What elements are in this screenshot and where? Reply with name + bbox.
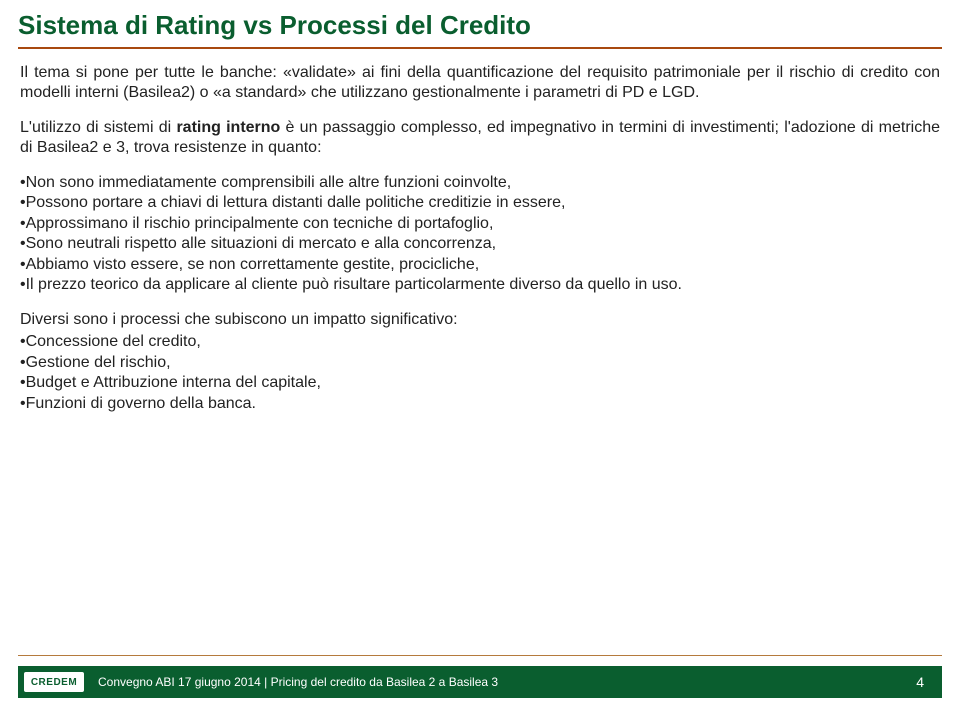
content-area: Il tema si pone per tutte le banche: «va…	[0, 63, 960, 414]
page-number: 4	[916, 674, 932, 690]
bullet-item: •Gestione del rischio,	[20, 353, 940, 373]
para2-bold: rating interno	[176, 119, 280, 136]
bullet-item: •Approssimano il rischio principalmente …	[20, 214, 940, 234]
bullet-item: •Abbiamo visto essere, se non correttame…	[20, 255, 940, 275]
para2-prefix: L'utilizzo di sistemi di	[20, 119, 176, 136]
paragraph-3: Diversi sono i processi che subiscono un…	[20, 310, 940, 330]
bullet-list-1: •Non sono immediatamente comprensibili a…	[20, 173, 940, 296]
slide-page: Sistema di Rating vs Processi del Credit…	[0, 0, 960, 715]
intro-paragraph: Il tema si pone per tutte le banche: «va…	[20, 63, 940, 104]
footer-bar: CREDEM Convegno ABI 17 giugno 2014 | Pri…	[18, 666, 942, 698]
title-divider	[18, 47, 942, 49]
bullet-item: •Il prezzo teorico da applicare al clien…	[20, 275, 940, 295]
bullet-item: •Funzioni di governo della banca.	[20, 394, 940, 414]
bullet-item: •Budget e Attribuzione interna del capit…	[20, 373, 940, 393]
bullet-item: •Possono portare a chiavi di lettura dis…	[20, 193, 940, 213]
logo: CREDEM	[24, 672, 84, 692]
bullet-item: •Sono neutrali rispetto alle situazioni …	[20, 234, 940, 254]
footer-text: Convegno ABI 17 giugno 2014 | Pricing de…	[98, 675, 916, 689]
footer: CREDEM Convegno ABI 17 giugno 2014 | Pri…	[0, 655, 960, 715]
footer-divider	[18, 655, 942, 656]
bullet-list-2: •Concessione del credito,•Gestione del r…	[20, 332, 940, 414]
bullet-item: •Concessione del credito,	[20, 332, 940, 352]
bullet-item: •Non sono immediatamente comprensibili a…	[20, 173, 940, 193]
page-title: Sistema di Rating vs Processi del Credit…	[0, 0, 960, 45]
paragraph-2: L'utilizzo di sistemi di rating interno …	[20, 118, 940, 159]
